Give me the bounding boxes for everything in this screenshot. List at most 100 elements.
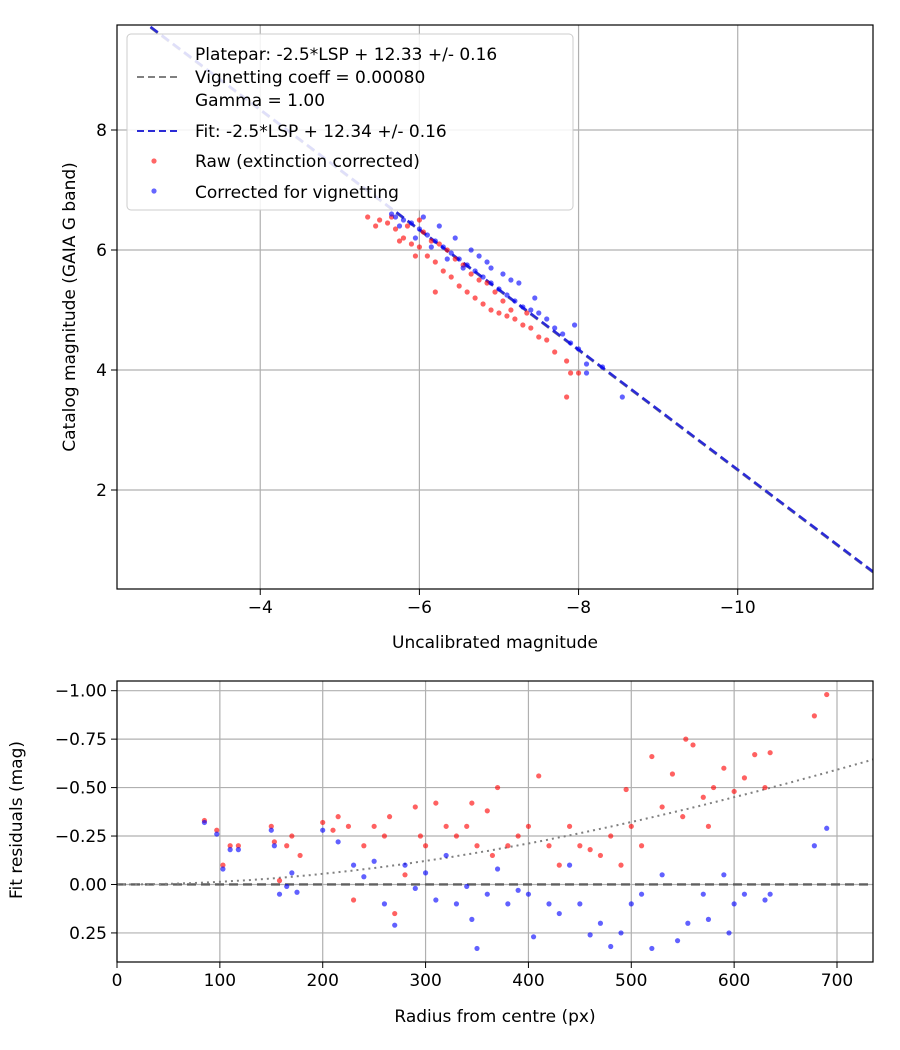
raw-data-point (700, 794, 706, 800)
corrected-data-point (597, 920, 604, 926)
top-y-axis-label: Catalog magnitude (GAIA G band) (60, 162, 80, 452)
raw-data-point (705, 823, 712, 829)
raw-data-point (669, 771, 676, 777)
raw-data-point (472, 295, 478, 301)
corrected-data-point (525, 891, 532, 897)
corrected-data-point (571, 322, 578, 328)
x-tick-label: 100 (204, 971, 236, 991)
x-tick-label: −4 (248, 598, 273, 618)
raw-data-point (365, 214, 371, 220)
raw-data-point (508, 307, 514, 313)
raw-data-point (556, 862, 562, 868)
legend-corrected-label: Corrected for vignetting (195, 183, 399, 203)
corrected-data-point (452, 235, 458, 241)
bottom-plot-frame (116, 680, 874, 963)
corrected-data-point (544, 316, 550, 322)
bottom-y-axis-label: Fit residuals (mag) (7, 741, 27, 899)
legend-box (126, 33, 574, 211)
raw-data-point (384, 220, 391, 226)
corrected-data-point (649, 945, 655, 952)
corrected-data-point (201, 819, 208, 826)
raw-data-point (488, 307, 494, 313)
raw-data-point (227, 843, 233, 849)
raw-data-point (710, 784, 717, 791)
x-tick-label: 400 (512, 971, 544, 991)
vignetting-curve (117, 758, 873, 886)
raw-data-point (568, 370, 574, 376)
corrected-data-point (284, 883, 290, 890)
raw-data-point (350, 897, 357, 903)
corrected-data-point (335, 839, 341, 845)
raw-data-point (597, 852, 604, 859)
corrected-data-point (361, 874, 367, 880)
raw-data-point (412, 253, 419, 259)
corrected-data-point (762, 897, 768, 903)
raw-data-point (659, 804, 665, 810)
corrected-data-point (560, 331, 566, 337)
corrected-data-point (396, 223, 403, 229)
raw-data-point (544, 337, 550, 343)
corrected-data-point (464, 883, 470, 890)
raw-data-point (504, 313, 510, 319)
raw-data-point (500, 298, 506, 304)
raw-data-point (638, 843, 645, 849)
corrected-data-point (444, 256, 450, 262)
raw-data-point (443, 823, 449, 829)
raw-data-point (628, 823, 634, 829)
x-tick-label: 300 (409, 971, 441, 991)
corrected-data-point (618, 930, 624, 936)
corrected-data-point (443, 852, 449, 859)
corrected-data-point (289, 870, 295, 876)
raw-data-point (320, 819, 326, 826)
corrected-data-point (464, 262, 470, 268)
corrected-data-point (532, 295, 538, 301)
raw-data-point (680, 814, 686, 820)
raw-data-point (422, 843, 429, 849)
raw-data-point (404, 223, 411, 229)
raw-data-point (464, 289, 470, 295)
corrected-data-point (515, 887, 521, 893)
corrected-data-point (587, 932, 593, 938)
raw-data-point (276, 878, 283, 884)
raw-data-point (416, 244, 422, 250)
corrected-data-point (350, 862, 357, 868)
raw-data-point (392, 226, 399, 232)
corrected-data-point (276, 891, 283, 897)
corrected-data-point (488, 265, 494, 271)
raw-data-point (371, 823, 377, 829)
x-tick-label: 0 (112, 971, 123, 991)
corrected-data-point (556, 910, 562, 917)
bottom-x-axis-label: Radius from centre (px) (394, 1007, 595, 1027)
corrected-data-point (472, 268, 478, 274)
corrected-data-point (516, 280, 522, 286)
raw-data-point (392, 910, 398, 917)
corrected-data-point (392, 214, 399, 220)
corrected-data-point (428, 244, 434, 250)
x-tick-label: 500 (615, 971, 647, 991)
raw-data-point (492, 289, 498, 295)
raw-data-point (436, 241, 442, 247)
x-tick-label: −10 (720, 598, 756, 618)
residuals-scatter-chart: 0 100 200 300 400 500 600 700 0.25 0.00 −0.25 −0.50… (7, 680, 874, 1027)
corrected-data-point (505, 901, 511, 907)
raw-data-point (623, 786, 629, 793)
bottom-grid (116, 681, 873, 962)
corrected-data-point (227, 847, 233, 853)
corrected-data-point (705, 916, 712, 922)
top-axis-ticks: −4 −6 −8 −10 2 4 6 8 (96, 121, 755, 618)
corrected-data-point (546, 901, 552, 907)
corrected-data-point (371, 858, 377, 864)
raw-data-point (524, 310, 530, 316)
raw-data-point (271, 839, 277, 845)
raw-data-point (811, 713, 817, 719)
corrected-data-point (659, 872, 665, 878)
raw-data-point (752, 752, 758, 758)
x-tick-label: 200 (306, 971, 338, 991)
raw-data-point (512, 316, 518, 322)
raw-data-point (402, 872, 408, 878)
legend-raw-label: Raw (extinction corrected) (195, 152, 420, 172)
legend-corrected-swatch (151, 188, 157, 194)
raw-data-point (536, 773, 542, 779)
top-plot-frame (116, 24, 874, 590)
corrected-data-point (408, 220, 415, 226)
